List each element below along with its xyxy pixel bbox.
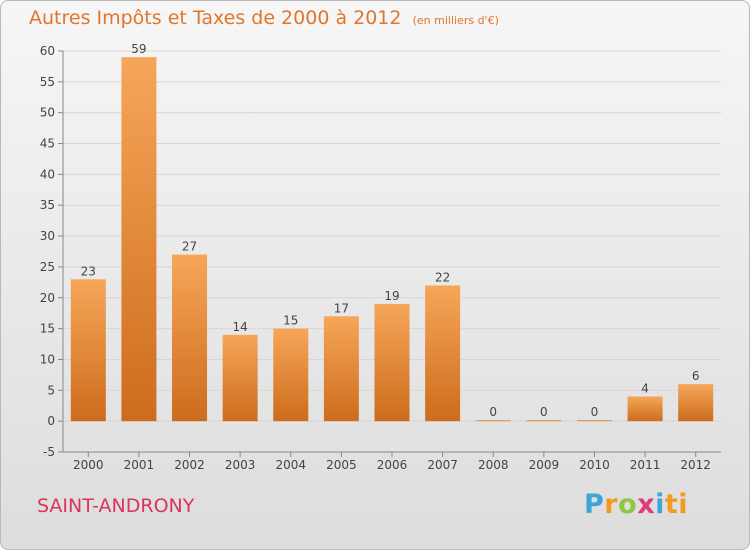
bar-2010 bbox=[576, 420, 612, 422]
x-tick-label-2008: 2008 bbox=[478, 458, 509, 472]
y-tick-label: 40 bbox=[40, 167, 55, 181]
bar-2000 bbox=[70, 279, 106, 422]
logo-letter: r bbox=[604, 489, 619, 520]
bar-2002 bbox=[172, 254, 208, 422]
x-tick-label-2003: 2003 bbox=[225, 458, 256, 472]
data-label-2011: 4 bbox=[641, 381, 649, 395]
x-tick-label-2012: 2012 bbox=[680, 458, 711, 472]
data-label-2000: 23 bbox=[81, 264, 96, 278]
x-tick-label-2011: 2011 bbox=[630, 458, 661, 472]
bar-2001 bbox=[121, 57, 157, 422]
bar-2006 bbox=[374, 303, 410, 422]
y-tick-label: 15 bbox=[40, 322, 55, 336]
y-tick-label: 50 bbox=[40, 106, 55, 120]
data-label-2006: 19 bbox=[384, 289, 399, 303]
bar-2012 bbox=[678, 384, 714, 422]
proxiti-logo: Proxiti bbox=[584, 489, 688, 523]
axes bbox=[58, 50, 721, 457]
x-tick-label-2005: 2005 bbox=[326, 458, 357, 472]
y-tick-label: 55 bbox=[40, 75, 55, 89]
logo-letter: P bbox=[584, 489, 605, 520]
chart-title: Autres Impôts et Taxes de 2000 à 2012 bbox=[29, 7, 402, 29]
data-label-2003: 14 bbox=[233, 320, 248, 334]
data-label-2010: 0 bbox=[591, 405, 599, 419]
bar-2003 bbox=[222, 334, 258, 422]
bar-2007 bbox=[425, 285, 461, 422]
bars bbox=[70, 57, 714, 422]
bar-2011 bbox=[627, 396, 663, 422]
commune-name: SAINT-ANDRONY bbox=[37, 495, 195, 517]
y-tick-label: 20 bbox=[40, 291, 55, 305]
logo-letter: i bbox=[655, 489, 665, 520]
data-label-2001: 59 bbox=[131, 42, 146, 56]
y-tick-label: 45 bbox=[40, 137, 55, 151]
y-tick-label: 60 bbox=[40, 44, 55, 58]
data-label-2005: 17 bbox=[334, 301, 349, 315]
bar-2008 bbox=[475, 420, 511, 422]
y-tick-label: -5 bbox=[43, 445, 55, 459]
data-label-2004: 15 bbox=[283, 314, 298, 328]
y-tick-label: 35 bbox=[40, 198, 55, 212]
x-tick-label-2004: 2004 bbox=[275, 458, 306, 472]
y-tick-label: 25 bbox=[40, 260, 55, 274]
y-tick-label: 0 bbox=[47, 414, 55, 428]
y-tick-labels: -5 0 5 10 15 20 25 30 35 40 45 50 55 60 bbox=[40, 44, 55, 459]
bar-2009 bbox=[526, 420, 562, 422]
data-label-2008: 0 bbox=[489, 405, 497, 419]
x-tick-labels: 2000 2001 2002 2003 2004 2005 2006 2007 2008 2009… bbox=[73, 458, 711, 472]
data-label-2009: 0 bbox=[540, 405, 548, 419]
data-label-2002: 27 bbox=[182, 240, 197, 254]
chart-unit: (en milliers d'€) bbox=[412, 14, 499, 27]
bar-2004 bbox=[273, 328, 309, 422]
x-tick-label-2006: 2006 bbox=[377, 458, 408, 472]
logo-letter: o bbox=[618, 489, 638, 520]
data-label-2012: 6 bbox=[692, 369, 700, 383]
x-tick-label-2000: 2000 bbox=[73, 458, 104, 472]
y-tick-label: 10 bbox=[40, 352, 55, 366]
x-tick-label-2001: 2001 bbox=[124, 458, 155, 472]
y-tick-label: 5 bbox=[47, 383, 55, 397]
data-labels: 23 59 27 14 15 17 19 22 0 0 0 4 6 bbox=[81, 42, 700, 419]
x-tick-label-2010: 2010 bbox=[579, 458, 610, 472]
y-tick-label: 30 bbox=[40, 229, 55, 243]
x-tick-label-2002: 2002 bbox=[174, 458, 205, 472]
x-tick-label-2009: 2009 bbox=[529, 458, 560, 472]
data-label-2007: 22 bbox=[435, 270, 450, 284]
bar-2005 bbox=[323, 316, 359, 422]
chart-title-block: Autres Impôts et Taxes de 2000 à 2012 (e… bbox=[29, 7, 499, 29]
x-tick-label-2007: 2007 bbox=[427, 458, 458, 472]
logo-letter: x bbox=[637, 489, 656, 520]
logo-letter: ti bbox=[664, 489, 689, 520]
